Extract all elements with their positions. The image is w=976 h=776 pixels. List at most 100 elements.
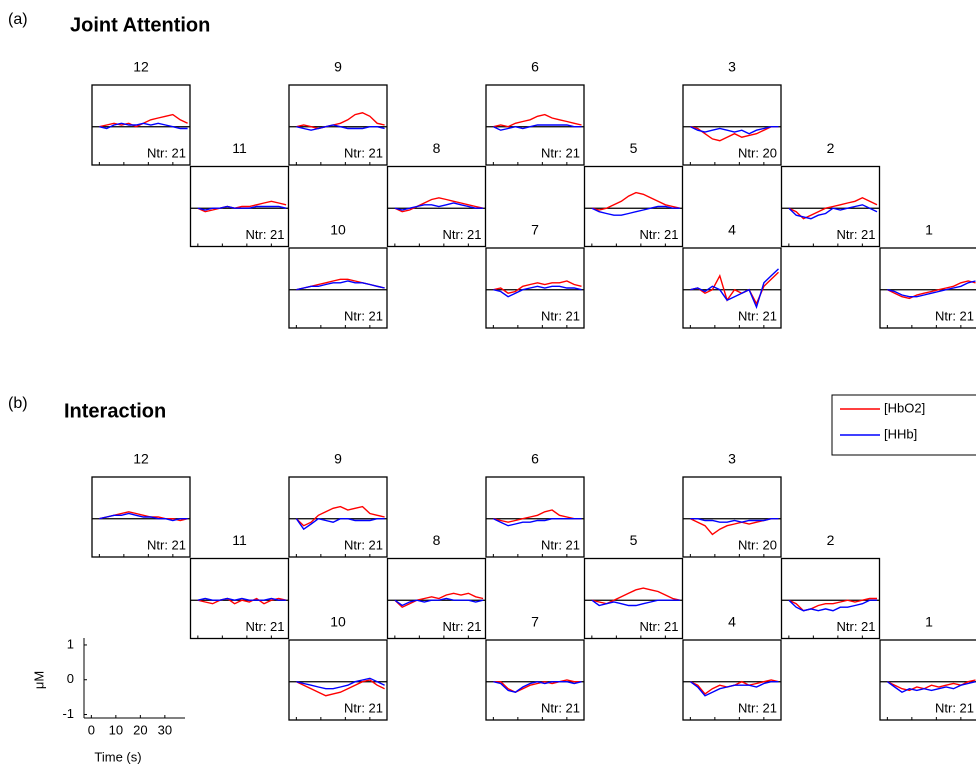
trace <box>99 113 188 128</box>
trace <box>788 599 877 612</box>
trace <box>690 126 779 135</box>
channel-label: 10 <box>330 222 346 238</box>
trace <box>99 512 188 522</box>
trial-count: Ntr: 21 <box>344 145 383 160</box>
trial-count: Ntr: 21 <box>245 619 284 634</box>
legend-label: [HHb] <box>884 426 917 441</box>
trace <box>886 681 976 694</box>
channel-label: 3 <box>728 451 736 467</box>
trace <box>493 518 582 527</box>
y-tick-label: 0 <box>67 671 74 686</box>
trial-count: Ntr: 21 <box>738 308 777 323</box>
channel-label: 5 <box>630 532 638 548</box>
trial-count: Ntr: 21 <box>935 308 974 323</box>
trace <box>591 191 681 211</box>
panel-box <box>682 639 782 721</box>
trace <box>296 677 385 690</box>
y-tick-label: -1 <box>62 706 74 721</box>
trace <box>295 517 385 531</box>
trace <box>493 280 582 294</box>
trial-count: Ntr: 21 <box>442 227 481 242</box>
trace <box>394 202 484 211</box>
trial-count: Ntr: 21 <box>639 619 678 634</box>
trial-count: Ntr: 21 <box>245 227 284 242</box>
channel-label: 4 <box>728 614 736 630</box>
x-tick-label: 30 <box>158 722 172 737</box>
y-axis-label: μM <box>31 671 46 689</box>
channel-label: 7 <box>531 222 539 238</box>
panel-box <box>879 247 976 329</box>
trace <box>591 205 680 216</box>
trace <box>591 599 680 607</box>
channel-label: 9 <box>334 451 342 467</box>
trace <box>197 205 287 211</box>
panel-box <box>780 165 881 248</box>
channel-label: 9 <box>334 59 342 75</box>
trace <box>887 280 976 300</box>
channel-label: 8 <box>433 532 441 548</box>
x-tick-label: 20 <box>133 722 147 737</box>
trace <box>591 587 681 605</box>
panel-label: (a) <box>8 11 28 28</box>
x-axis-label: Time (s) <box>94 749 141 764</box>
channel-label: 2 <box>827 532 835 548</box>
panel-box <box>189 557 290 640</box>
trace <box>296 280 385 291</box>
panel-box <box>485 84 585 166</box>
trial-count: Ntr: 21 <box>442 619 481 634</box>
trace <box>197 597 287 605</box>
chart-title: Interaction <box>64 400 166 422</box>
channel-label: 12 <box>133 451 149 467</box>
panel-box <box>682 84 782 166</box>
panel-box <box>485 476 585 558</box>
panel-box <box>288 639 388 721</box>
channel-label: 5 <box>630 140 638 156</box>
trial-count: Ntr: 21 <box>147 537 186 552</box>
trial-count: Ntr: 21 <box>344 537 383 552</box>
x-tick-label: 10 <box>109 722 123 737</box>
trial-count: Ntr: 21 <box>541 700 580 715</box>
panel-box <box>879 639 976 721</box>
trace <box>689 681 779 697</box>
trial-count: Ntr: 21 <box>147 145 186 160</box>
channel-label: 6 <box>531 59 539 75</box>
trace <box>493 285 582 298</box>
trace <box>394 197 484 213</box>
trace <box>493 509 582 523</box>
trial-count: Ntr: 21 <box>836 227 875 242</box>
legend-label: [HbO2] <box>884 400 925 415</box>
trace <box>493 680 582 693</box>
trace <box>296 679 385 697</box>
panel-box <box>682 476 782 558</box>
channel-label: 11 <box>232 532 247 548</box>
panel-box <box>485 639 585 721</box>
trial-count: Ntr: 20 <box>738 145 777 160</box>
trace <box>99 122 188 130</box>
trial-count: Ntr: 21 <box>738 700 777 715</box>
channel-label: 1 <box>925 614 933 630</box>
trace <box>197 200 287 213</box>
trace <box>296 124 385 131</box>
trial-count: Ntr: 21 <box>541 308 580 323</box>
panel-box <box>386 557 487 640</box>
trace <box>493 124 582 131</box>
panel-box <box>682 247 782 329</box>
trace <box>493 679 582 693</box>
panel-box <box>386 165 487 248</box>
panel-box <box>583 165 684 248</box>
panel-box <box>91 84 191 166</box>
panel-box <box>288 247 388 329</box>
trace <box>887 280 976 298</box>
x-tick-label: 0 <box>88 722 95 737</box>
panel-box <box>288 476 388 558</box>
panel-box <box>91 476 191 558</box>
panel-label: (b) <box>8 395 28 412</box>
channel-label: 10 <box>330 614 346 630</box>
channel-label: 6 <box>531 451 539 467</box>
y-tick-label: 1 <box>67 636 74 651</box>
trace <box>394 597 484 607</box>
channel-label: 8 <box>433 140 441 156</box>
trial-count: Ntr: 21 <box>541 537 580 552</box>
trial-count: Ntr: 21 <box>344 700 383 715</box>
